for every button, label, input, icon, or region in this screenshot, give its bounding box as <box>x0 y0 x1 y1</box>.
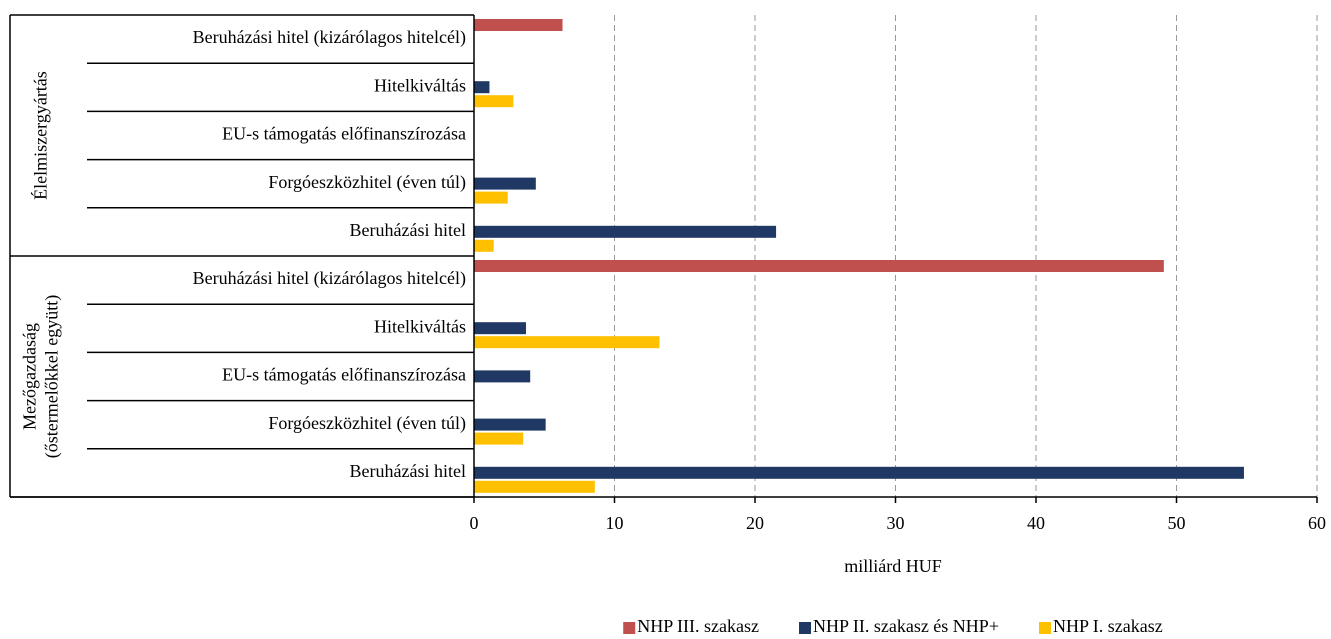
bar <box>474 322 526 335</box>
y-tick-label: Beruházási hitel <box>350 461 466 481</box>
legend-swatch <box>1038 622 1051 634</box>
bar <box>474 466 1244 479</box>
x-tick-label: 10 <box>606 513 624 533</box>
y-tick-label: Forgóeszközhitel (éven túl) <box>268 172 466 193</box>
bar <box>474 225 777 238</box>
legend: NHP III. szakasz NHP II. szakasz és NHP+ N… <box>623 616 1163 636</box>
bar <box>474 191 508 204</box>
bar <box>474 370 531 383</box>
x-axis-title: milliárd HUF <box>844 556 942 576</box>
bar <box>474 432 524 445</box>
x-tick-label: 0 <box>470 513 479 533</box>
legend-swatch <box>623 622 636 634</box>
y-tick-label: Beruházási hitel (kizárólagos hitelcél) <box>193 268 466 289</box>
y-tick-label: Forgóeszközhitel (éven túl) <box>268 413 466 434</box>
y-tick-label: Beruházási hitel (kizárólagos hitelcél) <box>193 27 466 48</box>
group-label: (őstermelőkkel együtt) <box>42 295 63 458</box>
bar <box>474 177 536 190</box>
group-label: Mezőgazdaság <box>20 323 40 430</box>
x-tick-label: 20 <box>746 513 764 533</box>
legend-label: NHP I. szakasz <box>1053 616 1163 636</box>
legend-label: NHP II. szakasz és NHP+ <box>813 616 999 636</box>
x-tick-label: 60 <box>1308 513 1326 533</box>
bar <box>474 418 546 431</box>
bar <box>474 480 595 493</box>
y-tick-label: Beruházási hitel <box>350 220 466 240</box>
x-tick-label: 40 <box>1027 513 1045 533</box>
y-tick-label: EU-s támogatás előfinanszírozása <box>222 365 466 385</box>
legend-label: NHP III. szakasz <box>637 616 759 636</box>
bar <box>474 19 563 31</box>
x-tick-label: 50 <box>1168 513 1186 533</box>
legend-swatch <box>799 622 812 634</box>
y-tick-label: Hitelkiváltás <box>374 75 466 95</box>
bar <box>474 260 1164 272</box>
bar <box>474 95 514 108</box>
x-tick-label: 30 <box>887 513 905 533</box>
y-tick-label: Hitelkiváltás <box>374 316 466 336</box>
bar <box>474 336 660 349</box>
bar <box>474 81 490 94</box>
bar <box>474 239 494 252</box>
y-tick-label: EU-s támogatás előfinanszírozása <box>222 124 466 144</box>
group-label: Élelmiszergyártás <box>30 71 51 200</box>
